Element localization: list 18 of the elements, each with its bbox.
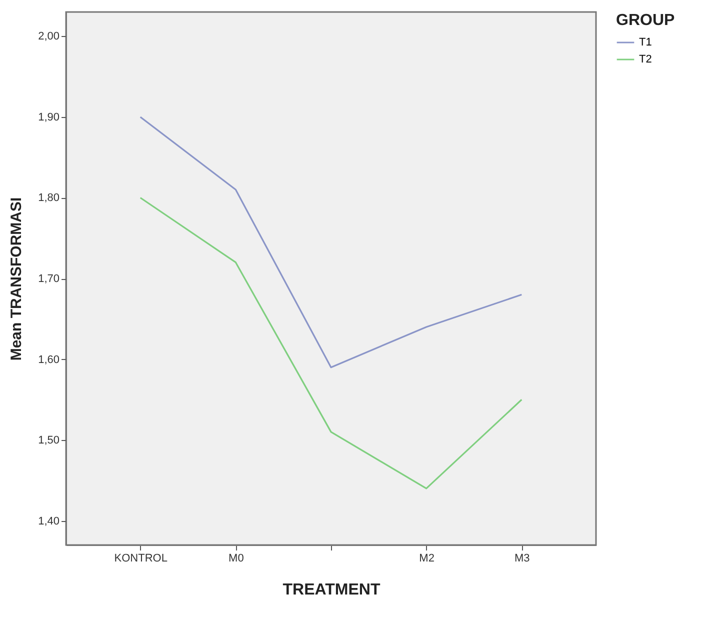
y-tick-label: 1,40 (38, 515, 60, 528)
x-tick-label: M3 (514, 552, 530, 564)
legend-label: T2 (639, 54, 652, 66)
legend-title: GROUP (616, 12, 675, 29)
y-tick-label: 1,70 (38, 273, 60, 285)
legend-label: T1 (639, 36, 652, 48)
y-tick-label: 1,80 (38, 192, 60, 204)
x-axis-title: TREATMENT (282, 582, 380, 598)
x-tick-label: M2 (419, 552, 434, 564)
x-tick-label: KONTROL (114, 552, 168, 564)
y-tick-label: 1,50 (38, 434, 60, 447)
y-tick-label: 1,90 (38, 111, 60, 124)
y-tick-label: 1,60 (38, 354, 60, 366)
x-tick-label: M0 (228, 552, 244, 564)
line-series (140, 116, 522, 368)
y-axis-title: Mean TRANSFORMASI (8, 197, 26, 361)
line-series (140, 196, 522, 490)
y-tick-label: 2,00 (38, 30, 60, 43)
